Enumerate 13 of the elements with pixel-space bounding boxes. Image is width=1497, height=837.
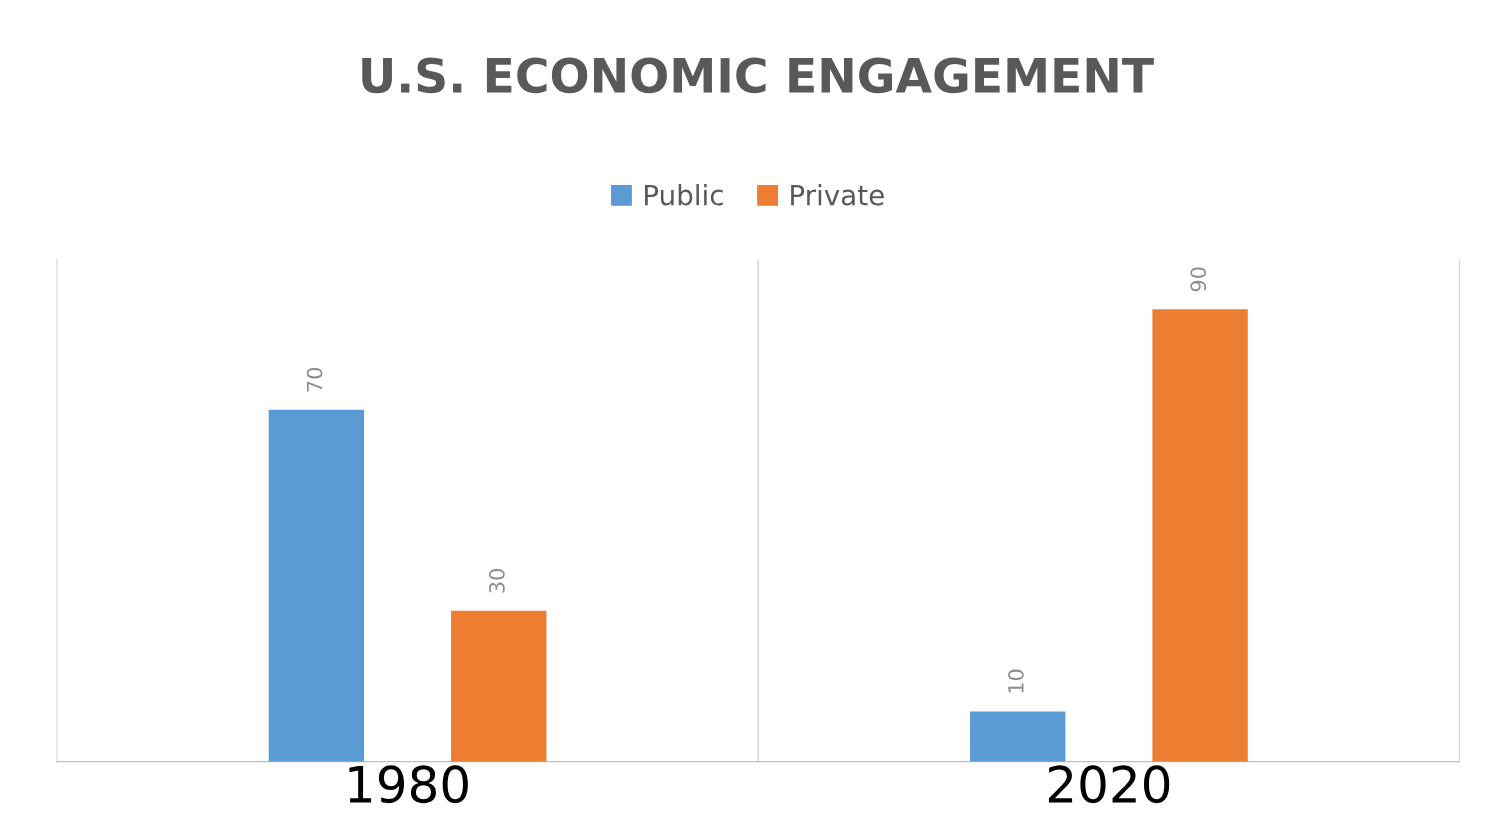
x-tick-label: 1980 xyxy=(349,765,468,804)
data-label: 30 xyxy=(489,569,505,593)
bar xyxy=(451,610,547,762)
bar xyxy=(268,409,365,762)
legend-label: Public xyxy=(645,184,723,206)
legend-label: Private xyxy=(791,184,884,206)
data-label: 70 xyxy=(306,367,323,392)
bar xyxy=(1152,309,1248,762)
data-label: 90 xyxy=(1190,267,1207,292)
chart-title: U.S. ECONOMIC ENGAGEMENT xyxy=(362,57,1154,94)
bar xyxy=(970,711,1066,762)
data-label: 10 xyxy=(1008,669,1024,693)
x-tick-label: 2020 xyxy=(1048,765,1170,804)
